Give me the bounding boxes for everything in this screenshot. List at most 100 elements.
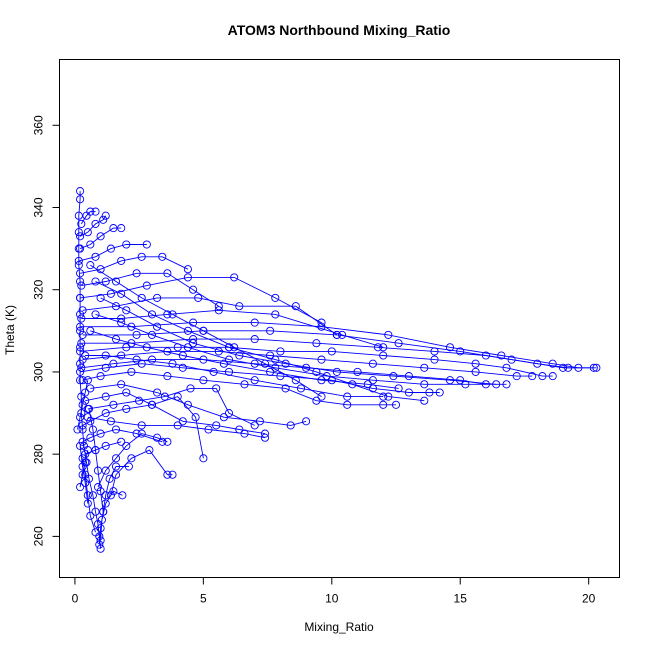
y-tick-label: 260 <box>32 526 46 546</box>
data-point <box>224 367 234 376</box>
data-point <box>122 240 131 249</box>
data-point <box>327 347 336 356</box>
data-point <box>137 429 146 438</box>
data-point <box>266 326 275 335</box>
data-point <box>445 343 455 352</box>
data-point <box>548 372 557 381</box>
data-point <box>106 289 115 298</box>
data-point <box>199 376 208 385</box>
data-point <box>147 400 157 409</box>
data-point <box>81 396 90 405</box>
data-point <box>127 454 136 463</box>
data-point <box>173 421 182 430</box>
profile-line <box>90 330 399 389</box>
data-point <box>91 219 100 228</box>
data-point <box>127 339 136 348</box>
profile-series <box>86 380 311 430</box>
profile-line <box>87 387 255 426</box>
data-point <box>512 372 521 381</box>
data-point <box>368 359 377 368</box>
data-point <box>101 363 110 372</box>
data-point <box>117 224 126 233</box>
data-point <box>96 524 105 533</box>
data-point <box>189 318 198 327</box>
data-point <box>219 359 228 368</box>
data-point <box>209 367 218 376</box>
profile-line <box>82 350 533 377</box>
data-point <box>379 392 388 401</box>
data-point <box>91 446 100 455</box>
data-point <box>219 413 228 422</box>
data-point <box>106 417 115 426</box>
data-point <box>83 413 92 422</box>
data-point <box>343 400 352 409</box>
data-point <box>88 491 97 500</box>
x-axis-label: Mixing_Ratio <box>304 620 374 634</box>
data-point <box>548 359 557 368</box>
data-point <box>456 347 465 356</box>
profile-series <box>83 413 270 442</box>
data-point <box>379 400 388 409</box>
data-point <box>78 355 87 364</box>
data-point <box>101 466 110 475</box>
data-point <box>78 437 87 446</box>
data-point <box>77 281 86 290</box>
data-point <box>260 433 270 442</box>
data-point <box>276 347 285 356</box>
profile-line <box>81 359 486 385</box>
profile-line <box>82 429 163 443</box>
data-point <box>214 302 223 311</box>
data-point <box>404 372 413 381</box>
data-point <box>74 261 83 270</box>
data-point <box>117 314 126 323</box>
data-point <box>558 363 568 372</box>
data-point <box>163 310 172 319</box>
profile-line <box>82 458 96 533</box>
data-point <box>379 351 388 360</box>
profile-line <box>82 396 204 459</box>
profile-series <box>86 326 403 393</box>
data-point <box>111 302 121 311</box>
y-axis-label: Theta (K) <box>3 305 17 355</box>
data-point <box>456 376 465 385</box>
data-point <box>271 310 280 319</box>
data-point <box>379 343 388 352</box>
data-point <box>101 409 110 418</box>
data-point <box>117 351 126 360</box>
data-point <box>96 487 105 496</box>
data-point <box>86 511 95 520</box>
data-point <box>322 372 331 381</box>
data-point <box>105 474 114 483</box>
profile-series <box>76 441 92 508</box>
x-tick-label: 15 <box>454 592 468 606</box>
data-point <box>212 421 221 430</box>
data-point <box>528 372 537 381</box>
profile-series <box>76 211 110 241</box>
data-point <box>271 293 280 302</box>
data-point <box>83 491 92 500</box>
data-point <box>106 244 115 253</box>
data-point <box>384 330 393 339</box>
data-point <box>117 256 126 265</box>
data-point <box>420 380 429 389</box>
data-point <box>78 376 87 385</box>
data-point <box>86 261 95 270</box>
data-point <box>389 372 398 381</box>
data-point <box>78 425 87 434</box>
data-point <box>224 355 234 364</box>
data-point <box>497 351 506 360</box>
y-tick-label: 280 <box>32 444 46 464</box>
y-axis: 260 280 300 320 340 360 <box>32 115 60 546</box>
data-point <box>76 343 85 352</box>
profile-line <box>78 191 102 549</box>
data-point <box>343 392 352 401</box>
profile-line <box>100 297 497 385</box>
data-point <box>117 380 126 389</box>
data-point <box>183 343 192 352</box>
data-point <box>77 219 86 228</box>
data-point <box>81 458 90 467</box>
data-point <box>145 446 154 455</box>
data-point <box>189 285 198 294</box>
data-point <box>132 330 141 339</box>
profile-series <box>91 310 511 389</box>
